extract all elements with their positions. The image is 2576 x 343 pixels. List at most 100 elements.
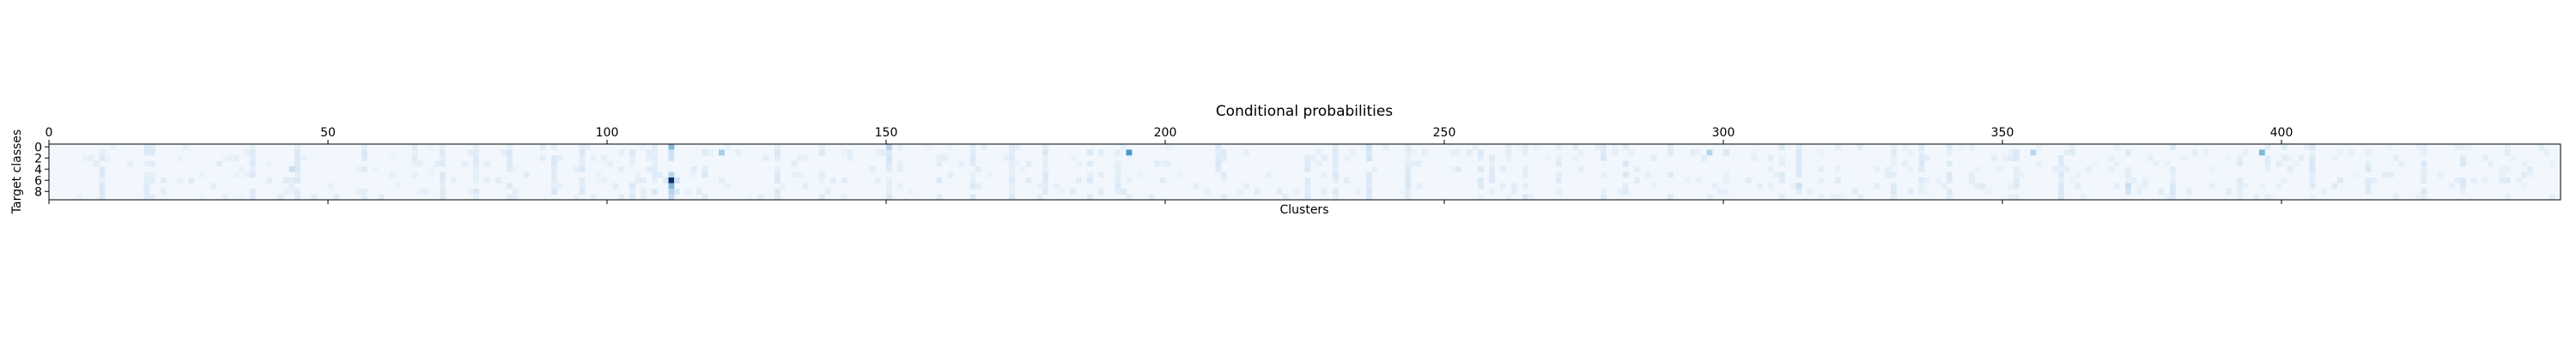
heatmap-cell: [266, 160, 273, 167]
heatmap-cell: [719, 178, 725, 184]
heatmap-cell: [2488, 160, 2494, 167]
heatmap-cell: [1405, 189, 1412, 195]
heatmap-cell: [2521, 172, 2528, 178]
heatmap-cell: [2253, 194, 2260, 201]
heatmap-cell: [1405, 144, 1412, 150]
heatmap-cell: [143, 160, 150, 167]
heatmap-cell: [440, 155, 446, 161]
heatmap-cell: [1556, 155, 1562, 161]
heatmap-cell: [869, 166, 876, 172]
heatmap-cell: [2058, 178, 2064, 184]
heatmap-cell: [1947, 194, 1953, 201]
heatmap-cell: [612, 183, 619, 190]
heatmap-cell: [1835, 144, 1841, 150]
heatmap-cells: [49, 144, 2561, 201]
heatmap-cell: [2393, 194, 2399, 201]
heatmap-cell: [618, 149, 624, 156]
heatmap-cell: [177, 178, 184, 184]
heatmap-cell: [1243, 183, 1249, 190]
heatmap-cell: [1115, 172, 1121, 178]
heatmap-cell: [295, 172, 301, 178]
heatmap-cell: [1416, 183, 1423, 190]
heatmap-cell: [579, 189, 586, 195]
heatmap-cell: [2482, 155, 2488, 161]
heatmap-cell-highlight: [1366, 144, 1372, 150]
heatmap-cell: [2226, 155, 2232, 161]
heatmap-cell: [1874, 183, 1880, 190]
heatmap-cell: [1025, 160, 1032, 167]
heatmap-cell: [143, 172, 150, 178]
heatmap-cell: [1098, 172, 1104, 178]
heatmap-cell: [2398, 160, 2405, 167]
heatmap-cell: [936, 160, 943, 167]
heatmap-cell: [596, 178, 602, 184]
heatmap-cell: [1891, 149, 1897, 156]
heatmap-cell: [601, 155, 608, 161]
heatmap-cell: [2454, 144, 2461, 150]
heatmap-cell: [149, 194, 155, 201]
heatmap-cell: [1355, 189, 1361, 195]
heatmap-cell: [2365, 160, 2372, 167]
heatmap-cell-highlight: [668, 178, 675, 184]
heatmap-cell: [2275, 183, 2282, 190]
heatmap-cell: [652, 155, 658, 161]
heatmap-cell: [1522, 149, 1528, 156]
heatmap-cell: [936, 178, 943, 184]
heatmap-cell: [1009, 194, 1015, 201]
heatmap-cell: [1478, 155, 1484, 161]
heatmap-cell: [1572, 144, 1579, 150]
heatmap-cell-highlight: [886, 144, 892, 150]
heatmap-cell: [99, 155, 106, 161]
heatmap-cell: [244, 172, 251, 178]
heatmap-cell: [908, 189, 914, 195]
heatmap-cell: [289, 183, 295, 190]
heatmap-cell: [652, 144, 658, 150]
heatmap-cell: [1623, 183, 1629, 190]
heatmap-cell: [763, 155, 769, 161]
heatmap-cell: [1489, 189, 1495, 195]
heatmap-cell: [1315, 160, 1322, 167]
heatmap-cell: [1009, 160, 1015, 167]
heatmap-cell: [2421, 194, 2427, 201]
heatmap-cell: [1723, 189, 1729, 195]
heatmap-cell: [1411, 160, 1417, 167]
heatmap-cell: [958, 160, 965, 167]
heatmap-cell: [1042, 189, 1048, 195]
heatmap-cell: [1255, 189, 1261, 195]
heatmap-cell: [1795, 189, 1802, 195]
heatmap-cell: [2309, 178, 2316, 184]
heatmap-cell: [1009, 172, 1015, 178]
heatmap-cell: [1087, 178, 1093, 184]
heatmap-cell: [2058, 160, 2064, 167]
heatmap-cell: [473, 178, 479, 184]
heatmap-cell: [652, 189, 658, 195]
heatmap-cell: [2170, 189, 2176, 195]
heatmap-cell: [841, 194, 848, 201]
heatmap-cell: [847, 155, 854, 161]
heatmap-cell: [2365, 189, 2372, 195]
heatmap-cell: [775, 178, 781, 184]
heatmap-cell: [467, 149, 474, 156]
x-tick-label: 50: [320, 126, 336, 140]
heatmap-cell: [1360, 144, 1367, 150]
heatmap-cell: [1723, 172, 1729, 178]
heatmap-cell: [2014, 149, 2020, 156]
y-tick-label: 6: [34, 174, 42, 188]
heatmap-cell: [791, 160, 798, 167]
heatmap-cell: [1623, 144, 1629, 150]
heatmap-cell: [2505, 149, 2511, 156]
heatmap-cell: [1902, 160, 1908, 167]
heatmap-cell: [585, 144, 591, 150]
heatmap-cell: [1505, 155, 1512, 161]
heatmap-cell: [1070, 155, 1077, 161]
heatmap-cell: [1400, 189, 1406, 195]
heatmap-cell: [1489, 155, 1495, 161]
heatmap-cell: [981, 144, 987, 150]
heatmap-cell: [1121, 144, 1127, 150]
heatmap-cell: [590, 194, 597, 201]
heatmap-cell: [652, 178, 658, 184]
heatmap-cell: [99, 149, 106, 156]
heatmap-cell: [1835, 194, 1841, 201]
heatmap-cell: [1193, 183, 1200, 190]
heatmap-cell: [1768, 166, 1774, 172]
